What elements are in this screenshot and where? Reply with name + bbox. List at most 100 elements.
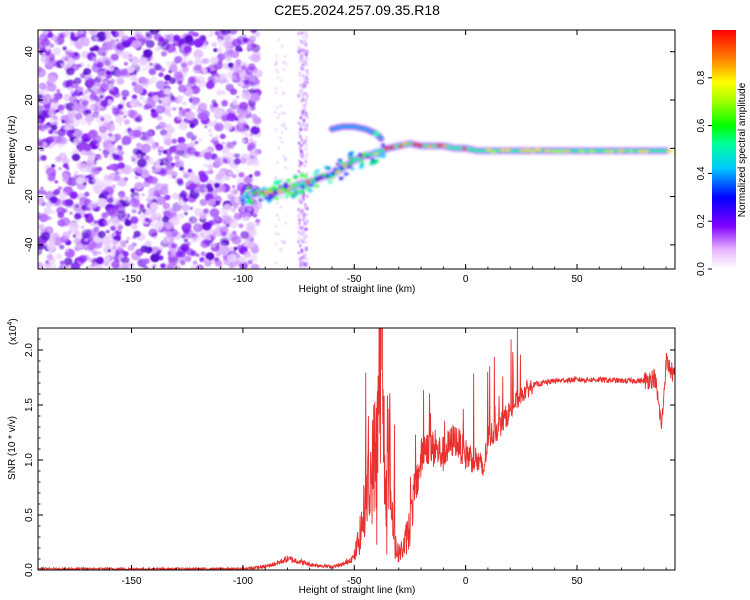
noise-blob	[187, 60, 194, 66]
noise-blob	[304, 202, 307, 207]
noise-blob	[169, 250, 178, 258]
noise-blob	[62, 210, 66, 214]
noise-blob	[47, 75, 57, 84]
signal-blob	[258, 197, 263, 202]
signal-track	[240, 123, 674, 205]
noise-blob	[305, 152, 309, 156]
noise-blob	[76, 244, 82, 249]
noise-blob	[168, 256, 179, 266]
noise-blob	[220, 30, 231, 36]
noise-blob	[297, 207, 301, 212]
noise-blob	[208, 121, 215, 128]
noise-blob	[145, 40, 155, 48]
noise-blob	[110, 53, 119, 61]
noise-blob	[49, 117, 59, 126]
signal-hotspot	[609, 149, 614, 153]
noise-blob	[151, 112, 158, 118]
noise-blob	[274, 242, 277, 246]
signal-hotspot	[490, 150, 497, 154]
noise-blob	[81, 100, 89, 106]
signal-blob	[248, 200, 254, 205]
noise-blob	[303, 205, 307, 210]
noise-blob	[130, 216, 139, 224]
noise-blob	[105, 143, 115, 152]
x-tick-label: -150	[122, 274, 142, 285]
noise-blob	[280, 44, 284, 48]
noise-blob	[143, 265, 149, 269]
noise-blob	[101, 56, 112, 66]
noise-blob	[117, 162, 126, 170]
signal-blob	[330, 171, 336, 176]
noise-blob	[93, 226, 100, 233]
noise-blob	[193, 223, 204, 233]
noise-blob	[306, 50, 309, 54]
noise-blob	[38, 124, 44, 130]
snr-x-label: Height of straight line (km)	[299, 585, 416, 596]
noise-blob	[108, 172, 118, 182]
noise-blob	[69, 211, 73, 215]
noise-blob	[255, 123, 260, 128]
noise-blob	[100, 117, 105, 122]
noise-blob	[207, 198, 216, 207]
noise-blob	[38, 66, 43, 73]
noise-blob	[304, 147, 308, 152]
noise-blob	[100, 83, 109, 92]
noise-blob	[92, 257, 98, 263]
noise-blob	[298, 145, 301, 149]
noise-blob	[138, 57, 149, 66]
noise-blob	[81, 204, 88, 211]
noise-blob	[115, 218, 120, 223]
noise-blob	[299, 115, 303, 120]
noise-blob	[155, 105, 166, 114]
noise-blob	[299, 99, 303, 103]
signal-hotspot	[402, 141, 409, 146]
x-tick-label: 0	[463, 576, 469, 587]
noise-blob	[297, 50, 301, 54]
noise-blob	[284, 156, 287, 160]
noise-blob	[180, 260, 186, 266]
noise-blob	[87, 154, 96, 162]
noise-blob	[143, 171, 148, 176]
noise-blob	[167, 126, 175, 134]
noise-blob	[148, 91, 154, 96]
noise-blob	[164, 194, 171, 201]
noise-blob	[148, 228, 158, 238]
noise-blob	[123, 110, 130, 116]
noise-blob	[214, 182, 220, 188]
noise-blob	[162, 149, 168, 154]
noise-blob	[85, 113, 95, 123]
noise-blob	[183, 173, 189, 179]
noise-blob	[214, 260, 223, 267]
noise-blob	[300, 238, 304, 243]
noise-blob	[126, 237, 131, 241]
noise-blob	[38, 104, 43, 113]
noise-blob	[39, 146, 45, 152]
noise-blob	[215, 143, 224, 151]
noise-blob	[209, 241, 217, 248]
noise-blob	[55, 253, 63, 260]
noise-blob	[117, 177, 127, 187]
noise-blob	[217, 38, 223, 44]
noise-blob	[95, 88, 102, 95]
signal-hotspot	[411, 142, 419, 146]
noise-blob	[181, 204, 190, 212]
noise-blob	[284, 158, 287, 162]
noise-blob	[76, 177, 85, 185]
noise-blob	[61, 199, 69, 206]
noise-blob	[197, 137, 203, 143]
noise-blob	[41, 38, 50, 47]
noise-blob	[297, 230, 301, 235]
signal-blob	[304, 186, 310, 190]
noise-blob	[213, 48, 218, 53]
noise-blob	[140, 143, 151, 153]
noise-blob	[235, 95, 240, 99]
snr-y-ticks: 0.0 0.5 1.0 1.5 2.0	[24, 338, 675, 577]
signal-blob	[307, 188, 313, 193]
noise-blob	[246, 160, 253, 166]
noise-blob	[86, 242, 95, 251]
noise-blob	[145, 31, 151, 37]
noise-blob	[46, 242, 56, 252]
noise-blob	[189, 123, 195, 129]
snr-panel: -150 -100 -50 0 50 0.0 0.5 1.0 1.5 2.0 Height of…	[7, 318, 676, 596]
noise-blob	[302, 266, 306, 269]
